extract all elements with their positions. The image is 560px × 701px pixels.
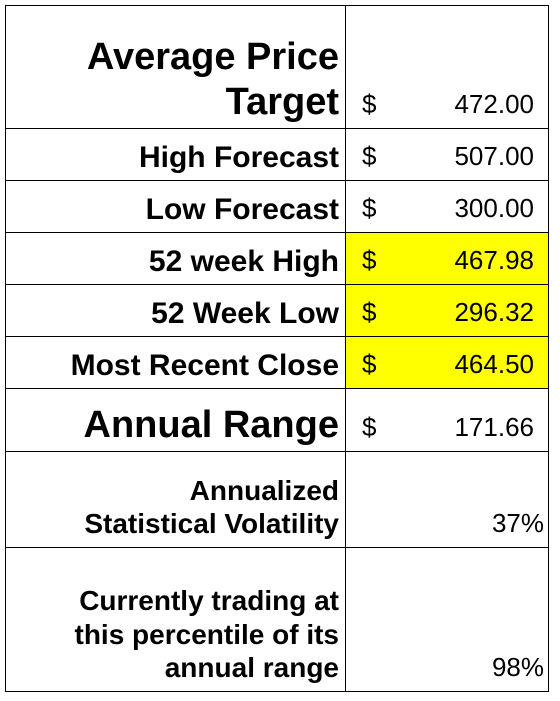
label-line: Annual Range bbox=[83, 404, 339, 447]
value-text: 464.50 bbox=[454, 348, 534, 379]
table-row: Average Price Target $ 472.00 bbox=[5, 5, 549, 129]
label-line: High Forecast bbox=[138, 141, 339, 174]
row-label: 52 week High bbox=[5, 232, 346, 285]
label-line: Low Forecast bbox=[145, 193, 339, 226]
value-cell: 98% bbox=[345, 547, 549, 692]
value-cell: $ 300.00 bbox=[345, 180, 549, 233]
table-row: Currently trading at this percentile of … bbox=[5, 547, 549, 692]
value-cell-highlighted: $ 467.98 bbox=[345, 232, 549, 285]
table-row: Most Recent Close $ 464.50 bbox=[5, 336, 549, 389]
value-cell: $ 171.66 bbox=[345, 388, 549, 452]
value-text: 472.00 bbox=[454, 88, 534, 119]
label-line: Average Price bbox=[86, 35, 339, 78]
table-row: 52 Week Low $ 296.32 bbox=[5, 284, 549, 337]
value-text: 171.66 bbox=[454, 411, 534, 442]
row-label: High Forecast bbox=[5, 128, 346, 181]
label-line: 52 Week Low bbox=[151, 297, 339, 330]
currency-symbol: $ bbox=[362, 296, 377, 327]
row-label: Currently trading at this percentile of … bbox=[5, 547, 346, 692]
table-row: 52 week High $ 467.98 bbox=[5, 232, 549, 285]
row-label: Most Recent Close bbox=[5, 336, 346, 389]
table-row: Low Forecast $ 300.00 bbox=[5, 180, 549, 233]
currency-symbol: $ bbox=[362, 348, 377, 379]
value-text: 98% bbox=[491, 651, 544, 682]
row-label: Annualized Statistical Volatility bbox=[5, 451, 346, 548]
currency-symbol: $ bbox=[362, 88, 377, 119]
value-cell: $ 472.00 bbox=[345, 5, 549, 129]
value-cell-highlighted: $ 464.50 bbox=[345, 336, 549, 389]
table-row: Annualized Statistical Volatility 37% bbox=[5, 451, 549, 548]
label-line: Statistical Volatility bbox=[84, 508, 339, 540]
row-label: 52 Week Low bbox=[5, 284, 346, 337]
value-text: 507.00 bbox=[454, 140, 534, 171]
row-label: Average Price Target bbox=[5, 5, 346, 129]
label-line: annual range bbox=[164, 652, 339, 684]
row-label: Low Forecast bbox=[5, 180, 346, 233]
currency-symbol: $ bbox=[362, 140, 377, 171]
table-row: High Forecast $ 507.00 bbox=[5, 128, 549, 181]
label-line: Annualized bbox=[189, 474, 339, 506]
price-target-table: Average Price Target $ 472.00 High Forec… bbox=[5, 5, 549, 692]
currency-symbol: $ bbox=[362, 411, 377, 442]
value-cell-highlighted: $ 296.32 bbox=[345, 284, 549, 337]
value-cell: $ 507.00 bbox=[345, 128, 549, 181]
label-line: Target bbox=[225, 81, 339, 124]
label-line: 52 week High bbox=[148, 245, 339, 278]
label-line: Most Recent Close bbox=[70, 349, 339, 382]
value-text: 296.32 bbox=[454, 296, 534, 327]
label-line: Currently trading at bbox=[79, 585, 339, 617]
value-cell: 37% bbox=[345, 451, 549, 548]
row-label: Annual Range bbox=[5, 388, 346, 452]
value-text: 37% bbox=[491, 507, 544, 538]
value-text: 467.98 bbox=[454, 244, 534, 275]
table-row: Annual Range $ 171.66 bbox=[5, 388, 549, 452]
currency-symbol: $ bbox=[362, 244, 377, 275]
currency-symbol: $ bbox=[362, 192, 377, 223]
value-text: 300.00 bbox=[454, 192, 534, 223]
label-line: this percentile of its bbox=[74, 618, 340, 650]
